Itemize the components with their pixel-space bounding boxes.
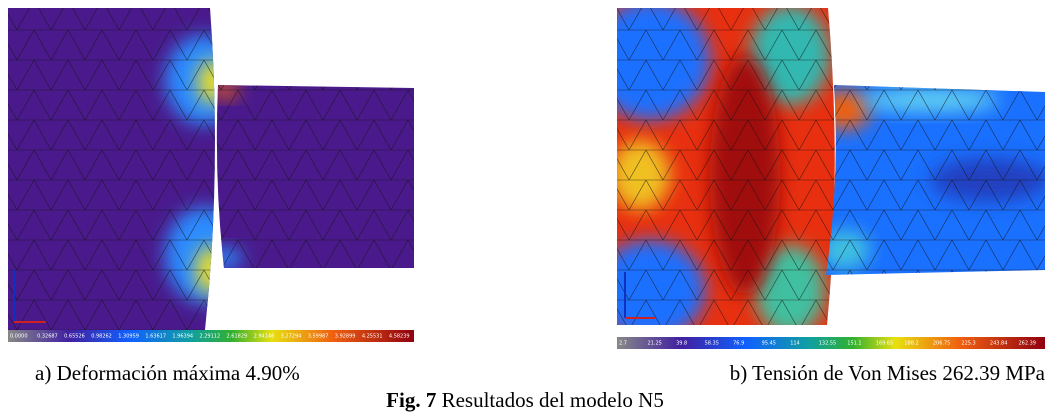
colorbar-label: 4.58239 — [389, 334, 410, 340]
colorbar-label: 1.96394 — [172, 334, 193, 340]
stress-right-block — [820, 85, 1050, 277]
colorbar-label: 188.2 — [904, 341, 918, 347]
figure: a) Deformación máxima 4.90% b) Tensión d… — [0, 0, 1051, 419]
stress-left-block — [590, 0, 847, 340]
panel-caption: a) Deformación máxima 4.90% — [35, 361, 300, 385]
colorbar-label: 206.75 — [933, 341, 951, 347]
colorbar-label: 151.1 — [847, 341, 861, 347]
colorbar-label: 132.55 — [819, 341, 837, 347]
colorbar-label: 58.35 — [705, 341, 719, 347]
figure-caption: Fig. 7 Resultados del modelo N5 — [386, 388, 664, 412]
colorbar-label: 21.25 — [648, 341, 662, 347]
colorbar-label: 169.65 — [876, 341, 894, 347]
colorbar-label: 4.25531 — [362, 334, 383, 340]
colorbar-label: 0.32687 — [37, 334, 58, 340]
colorbar-label: 2.61829 — [227, 334, 248, 340]
panel-caption: b) Tensión de Von Mises 262.39 MPa — [730, 361, 1046, 385]
deformation-left-block — [8, 8, 245, 333]
colorbar-label: 76.9 — [733, 341, 744, 347]
colorbar-label: 243.84 — [990, 341, 1008, 347]
colorbar-label: 2.7 — [619, 341, 627, 347]
colorbar-label: 0.65526 — [64, 334, 85, 340]
colorbar-label: 2.94146 — [254, 334, 275, 340]
colorbar-label: 3.27294 — [281, 334, 302, 340]
colorbar-label: 1.63617 — [145, 334, 166, 340]
deformation-right-block — [207, 82, 420, 270]
colorbar-label: 39.8 — [676, 341, 687, 347]
figure-label: Fig. 7 — [386, 388, 436, 412]
figure-caption-text: Resultados del modelo N5 — [442, 388, 664, 412]
colorbar-label: 95.45 — [762, 341, 776, 347]
colorbar-label: 3.92899 — [335, 334, 356, 340]
colorbar-label: 1.30959 — [118, 334, 139, 340]
colorbar-label: 225.3 — [961, 341, 975, 347]
page: {"figure": { "panels": [ {"colorbar_labe… — [0, 0, 1051, 419]
colorbar-label: 114 — [790, 341, 800, 347]
colorbar-label: 0.0000 — [10, 334, 28, 340]
colorbar-label: 2.29112 — [199, 334, 220, 340]
colorbar-label: 0.98262 — [91, 334, 112, 340]
colorbar-label: 262.39 — [1018, 341, 1036, 347]
colorbar-label: 3.59987 — [308, 334, 329, 340]
